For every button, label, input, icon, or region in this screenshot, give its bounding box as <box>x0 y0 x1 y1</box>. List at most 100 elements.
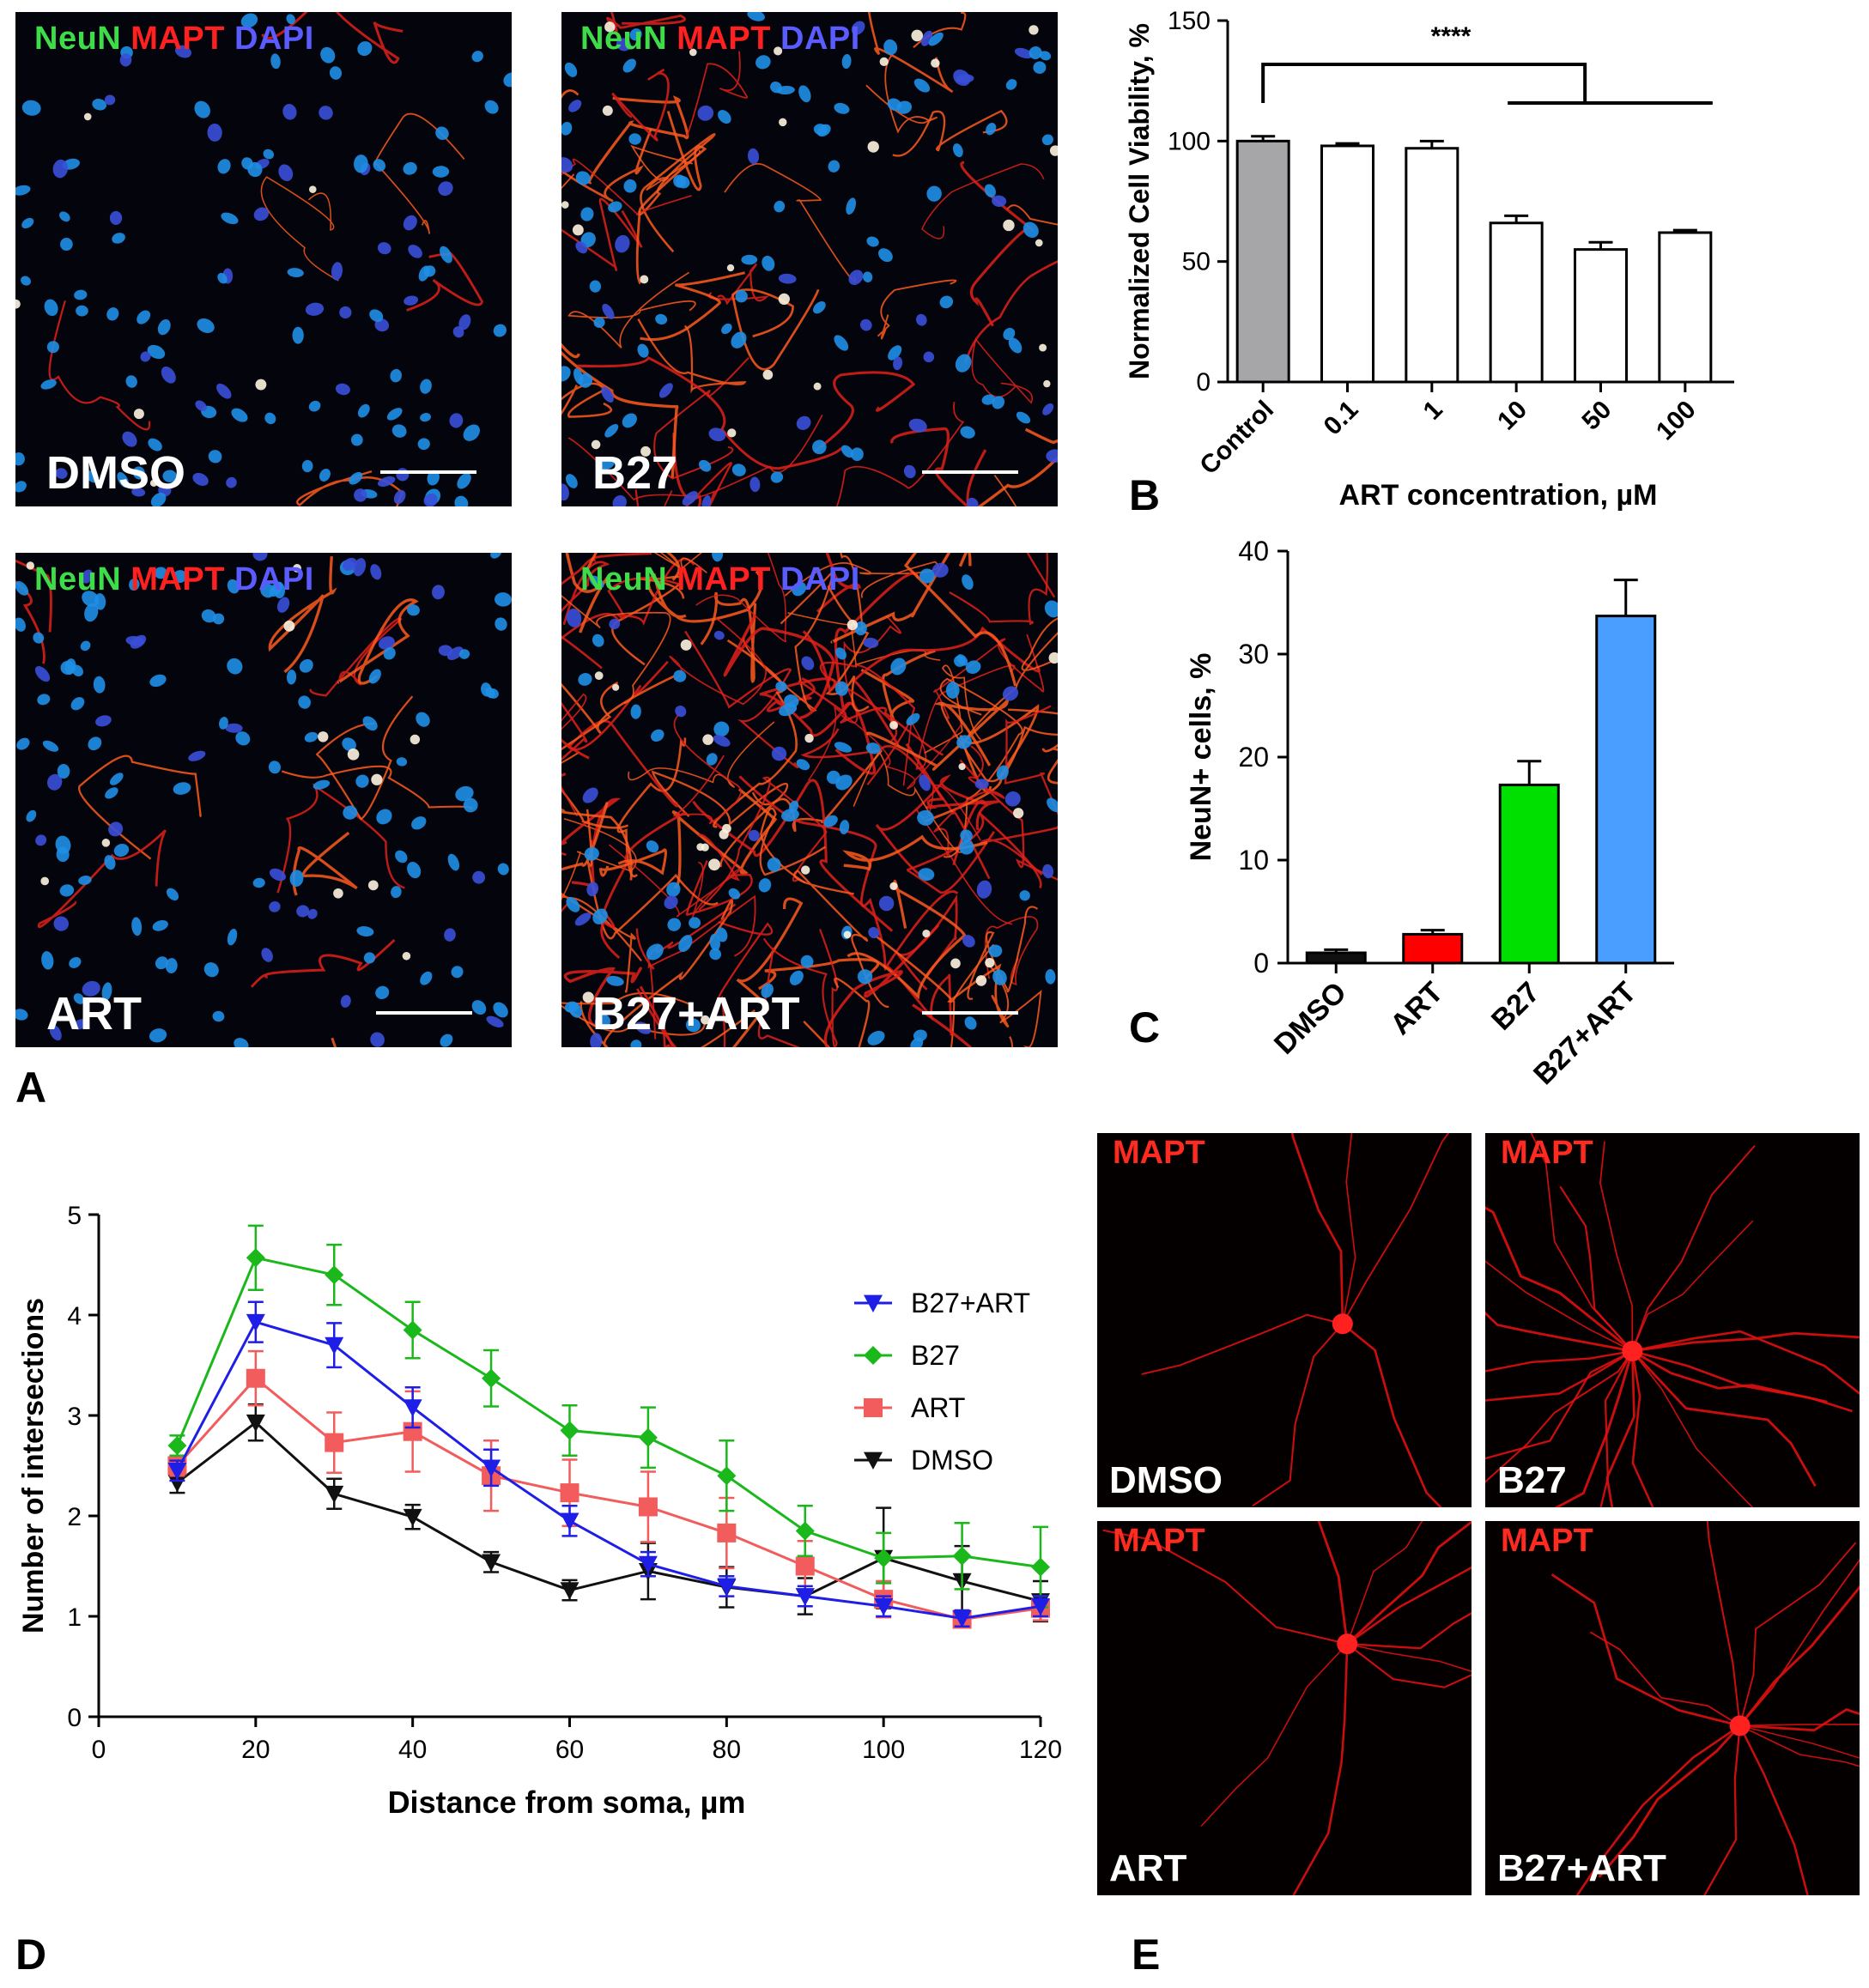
mapt-image-dmso: MAPT DMSO <box>1097 1133 1472 1507</box>
nucleus <box>1019 890 1030 901</box>
soma <box>778 293 790 306</box>
nucleus <box>404 295 419 306</box>
nucleus <box>149 1028 167 1043</box>
nucleus <box>217 272 228 284</box>
stain-mapt: MAPT <box>1113 1135 1205 1171</box>
nucleus <box>1044 600 1058 618</box>
nucleus <box>396 757 408 767</box>
data-point <box>717 1523 737 1543</box>
nucleus <box>609 618 621 630</box>
neurite <box>598 848 667 877</box>
neurite <box>960 161 1035 327</box>
data-point <box>795 1521 815 1541</box>
neurite <box>924 664 981 754</box>
nucleus <box>851 447 864 461</box>
bar <box>1489 221 1544 384</box>
nucleus <box>386 408 403 421</box>
nucleus <box>986 122 997 136</box>
nucleus <box>149 674 167 688</box>
nucleus <box>495 617 507 631</box>
nucleus <box>201 405 217 419</box>
soma <box>702 734 713 745</box>
neurite <box>1346 1521 1472 1646</box>
nucleus <box>564 1001 579 1013</box>
neurite <box>842 834 988 871</box>
nucleus <box>697 105 714 121</box>
neurite <box>1200 1643 1348 1827</box>
nucleus <box>282 104 297 120</box>
nucleus <box>784 694 799 708</box>
stain-mapt: MAPT <box>1501 1135 1593 1171</box>
nucleus <box>408 245 422 258</box>
nucleus <box>420 413 431 422</box>
nucleus <box>80 640 91 652</box>
nucleus <box>472 870 486 884</box>
nucleus <box>131 917 143 936</box>
nucleus <box>313 779 331 790</box>
nucleus <box>488 688 499 699</box>
neurite <box>840 615 901 724</box>
nucleus <box>868 926 880 939</box>
nucleus <box>826 770 840 785</box>
nucleus <box>646 840 659 853</box>
soma <box>308 185 317 193</box>
neurite <box>866 697 1009 771</box>
nucleus <box>731 331 747 349</box>
x-tick-label: 100 <box>1651 396 1702 446</box>
neurite <box>611 69 670 142</box>
x-axis-label: Distance from soma, µm <box>388 1785 746 1820</box>
nucleus <box>88 736 102 751</box>
nucleus <box>287 268 304 277</box>
nucleus <box>602 303 615 319</box>
neurite <box>1005 204 1058 226</box>
nucleus <box>713 630 725 640</box>
nucleus <box>417 438 430 451</box>
nucleus <box>307 908 318 919</box>
neurite <box>373 112 465 234</box>
nucleus <box>356 926 374 937</box>
soma <box>696 843 705 852</box>
nucleus <box>84 603 99 622</box>
texture <box>1485 1133 1860 1507</box>
nucleus <box>923 351 935 363</box>
nucleus <box>219 717 228 730</box>
nucleus <box>840 445 854 458</box>
data-point <box>638 1427 658 1447</box>
nucleus <box>252 877 265 888</box>
neurite <box>1485 1206 1634 1353</box>
data-point <box>717 1578 737 1596</box>
bar <box>1405 147 1459 384</box>
neurite <box>933 745 1005 858</box>
nucleus <box>903 464 916 479</box>
nucleus <box>350 433 363 446</box>
nucleus <box>954 655 966 667</box>
data-point <box>403 1320 422 1340</box>
nucleus <box>630 704 641 719</box>
neurite <box>1342 1133 1356 1324</box>
neurite <box>561 751 580 764</box>
nucleus <box>716 927 728 942</box>
nucleus <box>658 383 673 398</box>
stain-neun: NeuN <box>34 21 122 57</box>
nucleus <box>778 273 797 284</box>
neurite <box>823 924 940 1047</box>
nucleus <box>420 379 432 394</box>
nucleus <box>839 820 850 835</box>
nucleus <box>335 383 350 396</box>
legend-label: DMSO <box>911 1445 993 1476</box>
nucleus <box>15 452 25 466</box>
neurite <box>616 737 687 877</box>
neurite <box>949 553 1049 626</box>
nucleus <box>106 307 119 321</box>
neurite <box>586 809 719 940</box>
neurite <box>971 337 1034 404</box>
neurite <box>958 553 968 567</box>
x-tick-label: 60 <box>555 1736 584 1764</box>
nucleus <box>646 943 664 961</box>
soma <box>83 112 92 121</box>
nucleus <box>1039 51 1052 61</box>
nucleus <box>981 394 996 405</box>
soma <box>847 619 859 631</box>
nucleus <box>910 1037 924 1047</box>
nucleus <box>747 148 760 165</box>
